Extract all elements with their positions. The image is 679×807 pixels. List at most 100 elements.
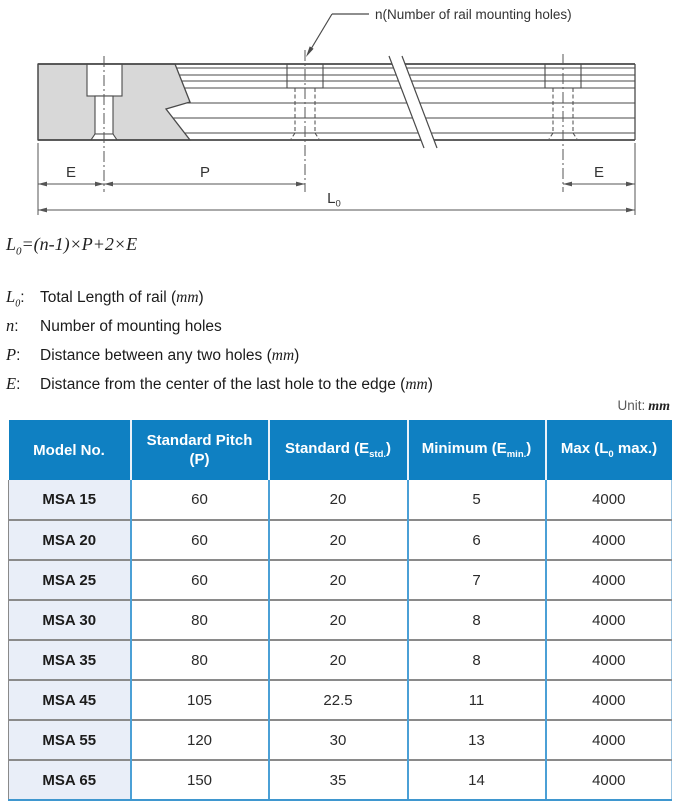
table-row: MSA 30 80 20 8 4000 xyxy=(8,599,672,640)
rail-spec-table: Model No. Standard Pitch (P) Standard (Es… xyxy=(8,420,672,801)
cell-minimum-e: 7 xyxy=(407,559,547,600)
header-standard-subscript: std. xyxy=(369,449,387,460)
header-model: Model No. xyxy=(8,420,132,480)
header-max-post: max.) xyxy=(613,440,658,457)
callout-arrow xyxy=(306,13,369,57)
dimension-e-left xyxy=(38,181,104,187)
dim-label-l0: L0 xyxy=(327,190,341,210)
break-lines xyxy=(388,55,438,149)
table-row: MSA 15 60 20 5 4000 xyxy=(8,480,672,520)
table-row: MSA 65 150 35 14 4000 xyxy=(8,759,672,801)
table-row: MSA 20 60 20 6 4000 xyxy=(8,519,672,560)
cell-minimum-e: 11 xyxy=(407,679,547,720)
symbol-colon: : xyxy=(16,376,21,393)
definition-unit: mm xyxy=(271,347,295,364)
cell-pitch: 60 xyxy=(130,559,270,600)
dimension-p xyxy=(104,181,305,187)
definition-text: Total Length of rail (mm) xyxy=(40,289,204,307)
unit-note: Unit: mm xyxy=(617,398,670,415)
cell-model: MSA 20 xyxy=(8,519,132,560)
cell-max-l0: 4000 xyxy=(545,480,672,520)
dim-label-l0-subscript: 0 xyxy=(336,199,341,210)
definition-symbol: P: xyxy=(6,345,40,367)
cell-minimum-e: 14 xyxy=(407,759,547,801)
hole-centerlines xyxy=(103,50,564,192)
cell-minimum-e: 5 xyxy=(407,480,547,520)
symbol-letter: P xyxy=(6,345,17,364)
dimension-e-right xyxy=(563,181,635,187)
cell-standard-e: 30 xyxy=(268,719,409,760)
table-row: MSA 35 80 20 8 4000 xyxy=(8,639,672,680)
cell-max-l0: 4000 xyxy=(545,599,672,640)
symbol-definitions: L0: Total Length of rail (mm) n: Number … xyxy=(6,287,433,403)
cell-minimum-e: 6 xyxy=(407,519,547,560)
definition-body: Distance between any two holes ( xyxy=(40,347,272,364)
rail-outline xyxy=(37,63,636,141)
cell-model: MSA 55 xyxy=(8,719,132,760)
symbol-colon: : xyxy=(16,347,21,364)
definition-close: ) xyxy=(294,347,300,364)
definition-text: Distance from the center of the last hol… xyxy=(40,376,433,394)
table-row: MSA 55 120 30 13 4000 xyxy=(8,719,672,760)
cell-standard-e: 20 xyxy=(268,559,409,600)
cell-max-l0: 4000 xyxy=(545,639,672,680)
cell-minimum-e: 8 xyxy=(407,599,547,640)
cell-max-l0: 4000 xyxy=(545,679,672,720)
definition-symbol: L0: xyxy=(6,287,40,309)
cell-standard-e: 35 xyxy=(268,759,409,801)
cell-standard-e: 20 xyxy=(268,519,409,560)
definition-body: Number of mounting holes xyxy=(40,318,222,335)
header-pitch-line1: Standard Pitch xyxy=(146,432,253,449)
definition-close: ) xyxy=(198,289,204,306)
definition-text: Distance between any two holes (mm) xyxy=(40,347,299,365)
symbol-subscript: 0 xyxy=(15,298,21,310)
definition-symbol: n: xyxy=(6,316,40,338)
rail-length-formula: L0=(n-1)×P+2×E xyxy=(6,234,137,258)
definition-symbol: E: xyxy=(6,374,40,396)
header-max-l0: Max (L0 max.) xyxy=(545,420,672,480)
cell-pitch: 60 xyxy=(130,480,270,520)
dim-label-e-left: E xyxy=(66,164,76,181)
definition-unit: mm xyxy=(405,376,428,393)
header-standard-e: Standard (Estd.) xyxy=(268,420,409,480)
cell-standard-e: 20 xyxy=(268,639,409,680)
formula-variable: L xyxy=(6,234,17,254)
cell-pitch: 120 xyxy=(130,719,270,760)
formula-variable-subscript: 0 xyxy=(16,245,22,258)
cell-standard-e: 22.5 xyxy=(268,679,409,720)
table-row: MSA 45 105 22.5 11 4000 xyxy=(8,679,672,720)
cell-max-l0: 4000 xyxy=(545,519,672,560)
dim-label-l0-main: L xyxy=(327,190,335,207)
header-model-label: Model No. xyxy=(33,441,105,459)
cell-standard-e: 20 xyxy=(268,599,409,640)
rail-technical-drawing: n(Number of rail mounting holes) E P E xyxy=(37,7,636,215)
header-standard-pitch: Standard Pitch (P) xyxy=(130,420,270,480)
header-max-subscript: 0 xyxy=(608,449,614,460)
definition-unit: mm xyxy=(176,289,199,306)
definition-close: ) xyxy=(427,376,433,393)
cell-max-l0: 4000 xyxy=(545,719,672,760)
symbol-letter: n xyxy=(6,316,15,335)
cell-model: MSA 25 xyxy=(8,559,132,600)
header-minimum-pre: Minimum (E xyxy=(421,440,507,457)
header-minimum-e: Minimum (Emin.) xyxy=(407,420,547,480)
definition-e: E: Distance from the center of the last … xyxy=(6,374,433,403)
symbol-letter: L xyxy=(6,287,16,306)
cell-model: MSA 30 xyxy=(8,599,132,640)
definition-n: n: Number of mounting holes xyxy=(6,316,433,345)
unit-note-label: Unit: xyxy=(617,398,646,413)
definition-body: Distance from the center of the last hol… xyxy=(40,376,406,393)
header-standard-pre: Standard (E xyxy=(284,440,370,457)
symbol-colon: : xyxy=(14,318,19,335)
header-pitch-line2: (P) xyxy=(189,451,210,468)
definition-body: Total Length of rail ( xyxy=(40,289,177,306)
dim-label-p: P xyxy=(200,164,210,181)
cell-max-l0: 4000 xyxy=(545,759,672,801)
cell-pitch: 80 xyxy=(130,599,270,640)
definition-l0: L0: Total Length of rail (mm) xyxy=(6,287,433,316)
cell-model: MSA 65 xyxy=(8,759,132,801)
extension-lines xyxy=(37,143,636,215)
symbol-letter: E xyxy=(6,374,17,393)
cell-standard-e: 20 xyxy=(268,480,409,520)
